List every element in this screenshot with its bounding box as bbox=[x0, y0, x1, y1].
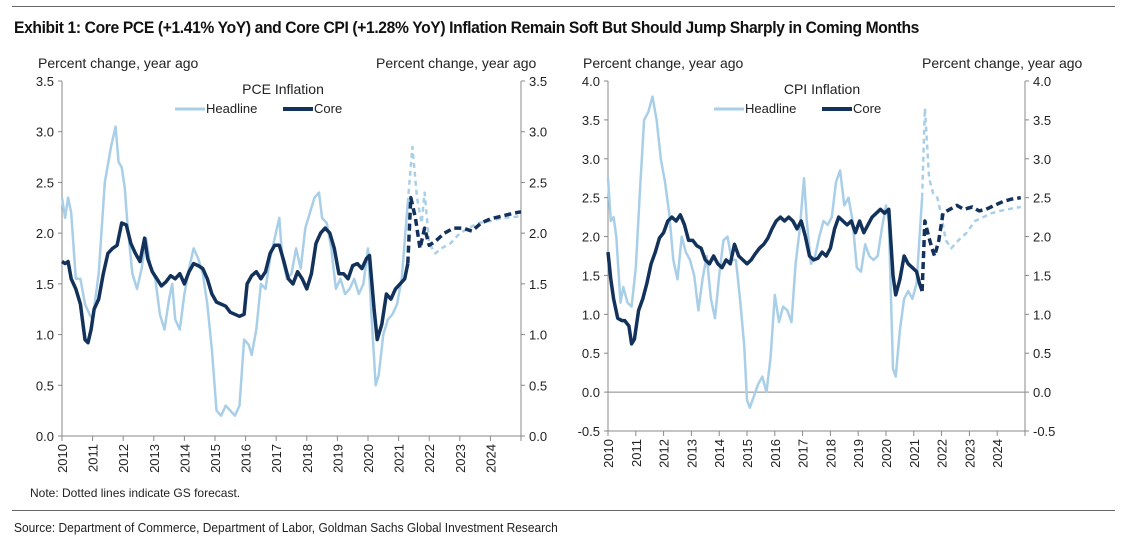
y-tick-label-left: 1.5 bbox=[36, 277, 54, 292]
y-tick-label-left: 3.5 bbox=[582, 113, 600, 128]
y-axis-label-left: Percent change, year ago bbox=[38, 55, 199, 71]
y-tick-label-right: 2.5 bbox=[1033, 191, 1051, 206]
x-tick-label: 2021 bbox=[907, 439, 922, 468]
x-tick-label: 2019 bbox=[330, 444, 345, 473]
source-line: Source: Department of Commerce, Departme… bbox=[14, 520, 558, 535]
y-tick-label-left: 2.5 bbox=[36, 175, 54, 190]
series-core-actual bbox=[606, 207, 924, 346]
y-tick-label-right: 0.5 bbox=[529, 378, 547, 393]
y-tick-label-left: 0.0 bbox=[582, 385, 600, 400]
x-tick-label: 2013 bbox=[147, 444, 162, 473]
x-tick-label: 2020 bbox=[361, 444, 376, 473]
y-axis-label-right: Percent change, year ago bbox=[376, 55, 537, 71]
x-tick-label: 2014 bbox=[712, 439, 727, 468]
x-tick-label: 2020 bbox=[879, 439, 894, 468]
x-tick-label: 2017 bbox=[796, 439, 811, 468]
y-tick-label-right: 1.5 bbox=[1033, 268, 1051, 283]
x-tick-label: 2014 bbox=[177, 444, 192, 473]
series-headline-actual bbox=[60, 125, 410, 417]
chart-title: PCE Inflation bbox=[242, 81, 324, 97]
top-rule bbox=[12, 6, 1115, 7]
x-tick-label: 2011 bbox=[629, 439, 644, 467]
x-tick-label: 2017 bbox=[269, 444, 284, 473]
y-tick-label-right: 2.0 bbox=[1033, 230, 1051, 245]
y-tick-label-left: 1.5 bbox=[582, 268, 600, 283]
y-tick-label-right: 1.0 bbox=[529, 328, 547, 343]
x-tick-label: 2021 bbox=[392, 444, 407, 473]
x-tick-label: 2016 bbox=[768, 439, 783, 468]
x-tick-label: 2012 bbox=[657, 439, 672, 468]
x-tick-label: 2010 bbox=[601, 439, 616, 468]
x-tick-label: 2018 bbox=[823, 439, 838, 468]
y-tick-label-right: 3.5 bbox=[529, 74, 547, 89]
chart-title: CPI Inflation bbox=[784, 81, 860, 97]
y-tick-label-left: 0.5 bbox=[36, 378, 54, 393]
y-tick-label-left: 1.0 bbox=[36, 328, 54, 343]
y-tick-label-left: 0.0 bbox=[36, 429, 54, 444]
series-core-forecast bbox=[920, 195, 1022, 292]
exhibit-title: Exhibit 1: Core PCE (+1.41% YoY) and Cor… bbox=[14, 18, 920, 37]
x-tick-label: 2023 bbox=[962, 439, 977, 468]
x-tick-label: 2016 bbox=[239, 444, 254, 473]
x-tick-label: 2013 bbox=[684, 439, 699, 468]
y-tick-label-left: -0.5 bbox=[578, 424, 600, 439]
y-tick-label-left: 3.0 bbox=[36, 125, 54, 140]
y-axis-label-right: Percent change, year ago bbox=[922, 55, 1083, 71]
x-tick-label: 2024 bbox=[483, 444, 498, 473]
x-tick-label: 2011 bbox=[86, 444, 101, 472]
x-tick-label: 2023 bbox=[453, 444, 468, 473]
y-tick-label-right: 2.0 bbox=[529, 226, 547, 241]
series-headline-forecast bbox=[920, 106, 1022, 250]
y-axis-label-left: Percent change, year ago bbox=[583, 55, 744, 71]
series-headline-forecast bbox=[406, 145, 522, 255]
y-tick-label-right: 1.0 bbox=[1033, 307, 1051, 322]
y-tick-label-right: 0.5 bbox=[1033, 346, 1051, 361]
legend-label-headline: Headline bbox=[206, 101, 257, 116]
y-tick-label-left: 4.0 bbox=[582, 74, 600, 89]
x-tick-label: 2015 bbox=[208, 444, 223, 473]
y-tick-label-left: 2.0 bbox=[582, 230, 600, 245]
y-tick-label-left: 3.0 bbox=[582, 152, 600, 167]
y-tick-label-right: 3.5 bbox=[1033, 113, 1051, 128]
y-tick-label-right: 4.0 bbox=[1033, 74, 1051, 89]
y-tick-label-left: 2.5 bbox=[582, 191, 600, 206]
legend-label-core: Core bbox=[853, 101, 881, 116]
forecast-note: Note: Dotted lines indicate GS forecast. bbox=[30, 486, 241, 500]
y-tick-label-right: 2.5 bbox=[529, 175, 547, 190]
x-tick-label: 2022 bbox=[422, 444, 437, 473]
y-tick-label-right: -0.5 bbox=[1033, 424, 1055, 439]
pce-chart: Percent change, year ago Percent change, … bbox=[36, 55, 547, 473]
y-tick-label-right: 0.0 bbox=[529, 429, 547, 444]
y-tick-label-right: 3.0 bbox=[529, 125, 547, 140]
x-tick-label: 2012 bbox=[116, 444, 131, 473]
bottom-rule bbox=[12, 510, 1115, 511]
legend-label-headline: Headline bbox=[745, 101, 796, 116]
series-core-actual bbox=[61, 221, 410, 345]
cpi-chart: Percent change, year ago Percent change, … bbox=[578, 55, 1083, 468]
series-core-forecast bbox=[406, 195, 522, 264]
x-tick-label: 2019 bbox=[851, 439, 866, 468]
y-tick-label-right: 0.0 bbox=[1033, 385, 1051, 400]
x-tick-label: 2022 bbox=[935, 439, 950, 468]
y-tick-label-left: 3.5 bbox=[36, 74, 54, 89]
x-tick-label: 2015 bbox=[740, 439, 755, 468]
y-tick-label-left: 1.0 bbox=[582, 307, 600, 322]
x-tick-label: 2024 bbox=[990, 439, 1005, 468]
x-tick-label: 2018 bbox=[300, 444, 315, 473]
y-tick-label-left: 0.5 bbox=[582, 346, 600, 361]
x-tick-label: 2010 bbox=[55, 444, 70, 473]
y-tick-label-right: 1.5 bbox=[529, 277, 547, 292]
series-headline-actual bbox=[606, 95, 924, 409]
legend-label-core: Core bbox=[314, 101, 342, 116]
y-tick-label-left: 2.0 bbox=[36, 226, 54, 241]
y-tick-label-right: 3.0 bbox=[1033, 152, 1051, 167]
